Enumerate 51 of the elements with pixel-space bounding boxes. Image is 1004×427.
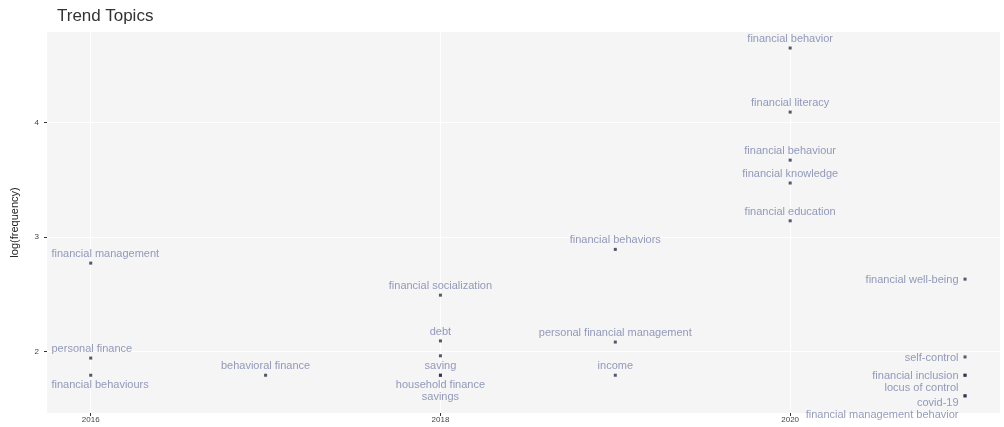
data-label: debt [429,324,452,337]
x-tick-label: 2016 [81,414,101,424]
data-label: financial knowledge [742,167,839,180]
point [963,394,967,398]
data-label: personal financial management [538,326,692,339]
data-label: saving [424,358,457,371]
data-label: financial behaviour [744,144,837,157]
data-label: household finance [395,378,486,391]
data-label: financial literacy [751,96,830,109]
chart-title: Trend Topics [57,6,154,25]
data-label: behavioral finance [220,359,311,372]
point [788,46,792,50]
data-label: savings [421,390,460,403]
point [963,373,967,377]
point [788,110,792,114]
point [613,340,617,344]
data-label: personal finance [51,342,133,355]
x-tick-label: 2018 [431,414,450,424]
data-label: financial socialization [388,279,493,292]
data-label: financial inclusion [872,369,959,382]
data-label: financial management behavior [805,407,959,420]
data-label: income [597,359,634,372]
point [788,158,792,162]
data-label: financial behaviours [51,378,150,391]
data-label: financial education [744,204,836,217]
data-label: self-control [904,350,959,363]
point [438,373,442,377]
point [788,219,792,223]
point [438,339,442,343]
point [438,293,442,297]
y-axis-title: log(frequency) [7,187,20,258]
y-tick-label: 3 [34,232,40,242]
data-label: locus of control [884,381,959,394]
point [89,261,93,265]
data-label: financial behaviors [569,233,662,246]
x-tick-label: 2020 [781,414,800,424]
data-label: covid-19 [916,395,959,408]
point [613,373,617,377]
point [264,373,268,377]
point [89,373,93,377]
point [438,354,442,358]
point [963,355,967,359]
y-tick-label: 4 [34,117,40,127]
point [613,247,617,251]
point [89,356,93,360]
y-tick-label: 2 [34,346,40,356]
data-label: financial behavior [747,32,834,45]
data-label: financial well-being [865,273,959,286]
point [788,181,792,185]
data-label: financial management [51,247,160,260]
point [963,277,967,281]
